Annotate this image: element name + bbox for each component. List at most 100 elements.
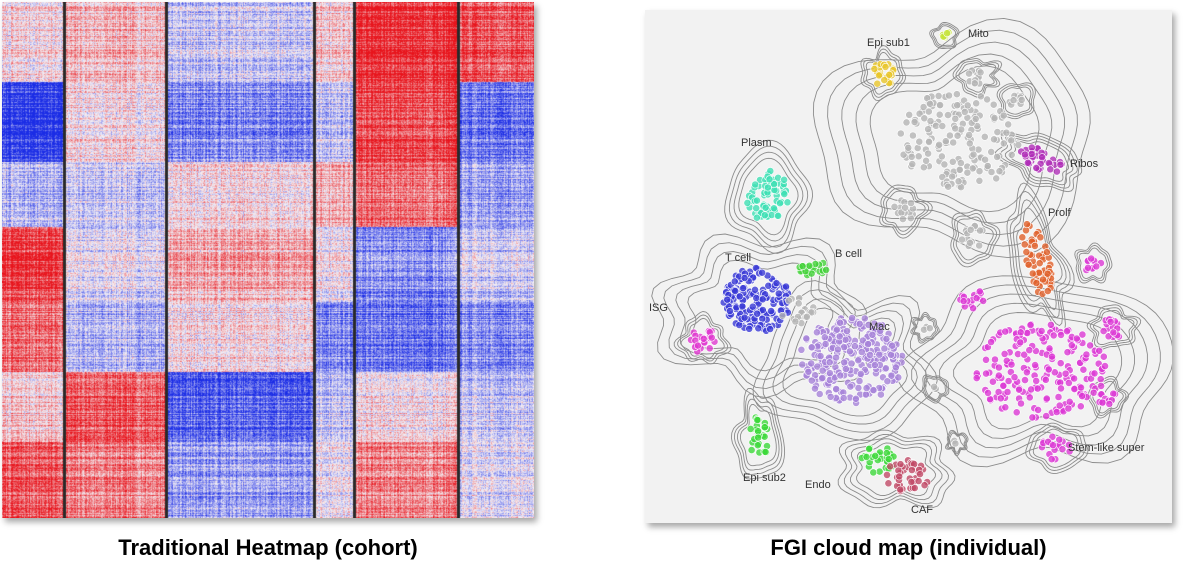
stem-like-super-cell-dot: [1055, 435, 1064, 444]
b-cell-cell-dot: [798, 262, 807, 271]
contour-ring: [865, 51, 901, 95]
unassigned-cell-dot: [983, 162, 992, 170]
stem-like-super-cell-dot: [1054, 393, 1063, 401]
t-cell-cell-dot: [751, 285, 759, 294]
stem-like-super-cell-dot: [1058, 445, 1067, 454]
unassigned-cell-dot: [907, 199, 915, 207]
stem-like-super-cell-dot: [1099, 327, 1108, 335]
unassigned-cell-dot: [901, 203, 909, 212]
stem-like-super-cell-dot: [1056, 359, 1065, 368]
mac-cell-dot: [887, 371, 896, 380]
stem-like-super-cell-dot: [1064, 404, 1073, 413]
unassigned-cell-dot: [924, 149, 932, 158]
unassigned-cell-dot: [958, 235, 966, 244]
stem-like-super-cell-dot: [994, 371, 1003, 380]
unassigned-cell-dot: [937, 152, 946, 161]
unassigned-cell-dot: [794, 299, 803, 308]
mito-cell-dot: [943, 29, 951, 38]
mac-cell-dot: [836, 318, 844, 327]
label-epi-sub1: Epi sub1: [867, 37, 910, 49]
unassigned-cell-dot: [956, 159, 965, 167]
stem-like-super-cell-dot: [1044, 365, 1053, 374]
unassigned-cell-dot: [963, 101, 972, 110]
prolf-cell-dot: [1036, 233, 1045, 242]
mac-cell-dot: [816, 352, 825, 360]
label-ribos: Ribos: [1070, 158, 1099, 170]
mac-cell-dot: [815, 390, 824, 398]
stem-like-super-cell-dot: [1084, 263, 1092, 272]
t-cell-cell-dot: [748, 302, 757, 311]
caf-cell-dot: [884, 479, 893, 488]
b-cell-cell-dot: [805, 261, 814, 270]
contour-ring: [912, 313, 938, 342]
contour-ring: [955, 60, 1000, 96]
unassigned-cell-dot: [983, 95, 991, 104]
mac-cell-dot: [855, 377, 864, 385]
plasm-cell-dot: [743, 198, 752, 207]
unassigned-cell-dot: [999, 139, 1008, 148]
mac-cell-dot: [807, 359, 816, 368]
t-cell-cell-dot: [774, 289, 783, 298]
stem-like-super-cell-dot: [1070, 385, 1079, 393]
prolf-cell-dot: [1030, 241, 1039, 250]
label-prolf: Prolf: [1048, 207, 1072, 219]
stem-like-super-cell-dot: [1097, 381, 1105, 390]
unassigned-cell-dot: [953, 101, 962, 110]
contour-ring: [999, 84, 1034, 117]
contour-ring: [733, 151, 804, 242]
unassigned-cell-dot: [896, 129, 905, 138]
stem-like-super-cell-dot: [1078, 392, 1086, 400]
t-cell-cell-dot: [740, 313, 749, 322]
t-cell-cell-dot: [782, 282, 790, 291]
stem-like-super-cell-dot: [1057, 384, 1065, 393]
unassigned-cell-dot: [945, 91, 953, 100]
unassigned-cell-dot: [972, 99, 981, 108]
plasm-cell-dot: [767, 211, 776, 219]
unassigned-cell-dot: [907, 152, 916, 161]
contour-ring: [673, 311, 732, 365]
epi-sub1-cell-dot: [880, 76, 889, 84]
t-cell-cell-dot: [767, 307, 775, 315]
mac-cell-dot: [876, 390, 885, 399]
unassigned-cell-dot: [999, 111, 1008, 120]
stem-like-super-cell-dot: [1089, 388, 1098, 397]
stem-like-super-cell-dot: [1046, 320, 1055, 329]
contour-ring: [677, 314, 729, 362]
epi-sub2-cell-dot: [760, 423, 769, 432]
unassigned-cell-dot: [914, 152, 923, 161]
stem-like-super-cell-dot: [1047, 455, 1056, 464]
epi-sub2-cell-dot: [754, 433, 763, 442]
contour-ring: [879, 184, 933, 239]
caf-cell-dot: [883, 470, 891, 479]
unassigned-cell-dot: [925, 137, 933, 146]
mac-cell-dot: [807, 343, 816, 352]
unassigned-cell-dot: [990, 135, 998, 144]
unassigned-cell-dot: [951, 439, 960, 448]
t-cell-cell-dot: [735, 292, 744, 301]
unassigned-cell-dot: [944, 182, 953, 191]
stem-like-super-cell-dot: [1003, 388, 1012, 396]
stem-like-super-cell-dot: [991, 355, 999, 364]
unassigned-cell-dot: [908, 160, 917, 168]
mac-cell-dot: [832, 385, 841, 393]
unassigned-cell-dot: [952, 90, 961, 99]
stem-like-super-cell-dot: [1042, 412, 1051, 420]
unassigned-cell-dot: [975, 176, 984, 185]
stem-like-super-cell-dot: [1052, 408, 1061, 416]
stem-like-super-cell-dot: [1105, 399, 1114, 408]
unassigned-cell-dot: [926, 117, 935, 125]
t-cell-cell-dot: [723, 295, 732, 304]
plasm-cell-dot: [761, 203, 770, 212]
stem-like-super-cell-dot: [972, 374, 981, 382]
stem-like-super-cell-dot: [1033, 384, 1042, 393]
stem-like-super-cell-dot: [1012, 408, 1021, 417]
contour-ring: [1089, 307, 1138, 348]
isg-cell-dot: [694, 341, 702, 350]
mac-cell-dot: [798, 360, 807, 369]
mac-cell-dot: [855, 319, 864, 328]
plasm-cell-dot: [764, 183, 772, 192]
prolf-cell-dot: [1020, 240, 1029, 249]
stem-like-super-cell-dot: [1092, 262, 1101, 271]
contour-ring: [739, 404, 777, 467]
epi-sub1-cell-dot: [873, 79, 882, 88]
